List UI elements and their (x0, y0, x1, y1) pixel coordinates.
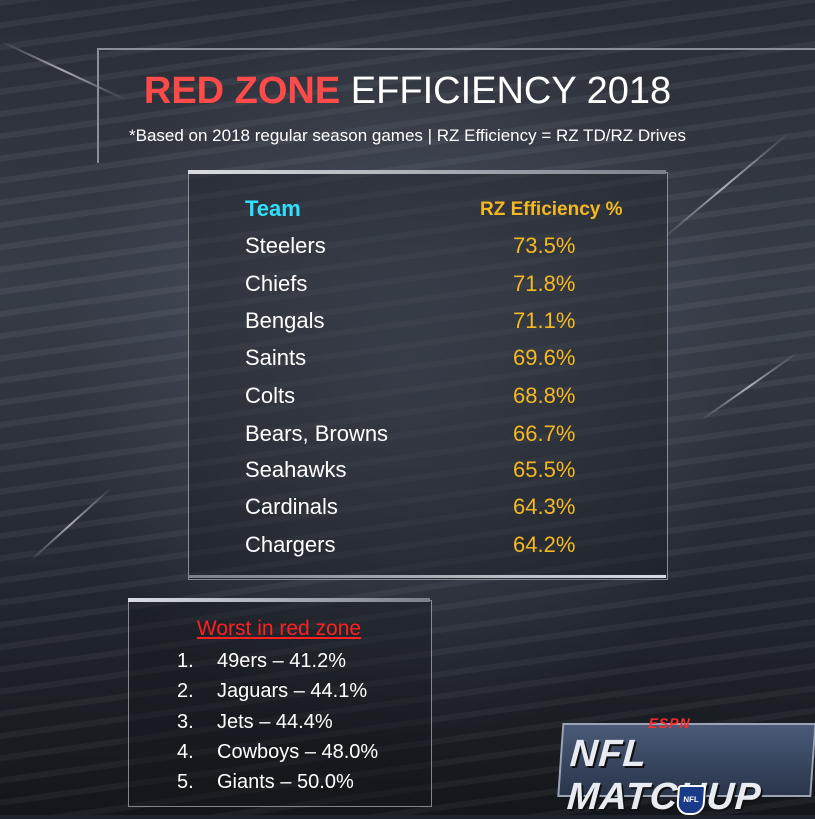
list-item-number: 2. (177, 680, 194, 702)
table-row-team: Chargers (245, 532, 336, 557)
worst-panel (128, 600, 432, 807)
table-row-value: 64.3% (513, 494, 576, 519)
list-item-number: 3. (177, 711, 194, 733)
team-header: Team (245, 196, 301, 221)
list-item-number: 4. (177, 741, 194, 763)
table-row-value: 68.8% (513, 383, 576, 408)
table-row-team: Saints (245, 345, 307, 370)
table-row-value: 73.5% (513, 233, 576, 258)
list-item: Jaguars – 44.1% (217, 680, 368, 702)
table-row-value: 71.1% (513, 308, 576, 333)
efficiency-header: RZ Efficiency % (480, 199, 623, 220)
efficiency-panel (188, 172, 668, 580)
table-row-team: Colts (245, 383, 296, 408)
table-row-value: 71.8% (513, 271, 576, 296)
table-row-team: Bengals (245, 308, 325, 333)
table-row-team: Steelers (245, 233, 326, 258)
panel-edge (188, 575, 666, 578)
table-row-value: 64.2% (513, 532, 576, 557)
table-row-team: Cardinals (245, 494, 338, 519)
table-row-value: 69.6% (513, 345, 576, 370)
list-item: Jets – 44.4% (217, 711, 333, 733)
frame-line (97, 48, 99, 163)
nfl-matchup-logo: ESPN NFL MATCHUP NFL (556, 705, 815, 818)
title-white: EFFICIENCY 2018 (350, 70, 672, 112)
list-item: Giants – 50.0% (217, 771, 354, 793)
table-row-team: Bears, Browns (245, 421, 389, 446)
table-row-team: Seahawks (245, 457, 347, 482)
panel-edge (188, 170, 666, 174)
nfl-shield-icon: NFL (675, 785, 707, 815)
title-red: RED ZONE (143, 70, 341, 112)
list-item: Cowboys – 48.0% (217, 741, 379, 763)
panel-edge (128, 598, 430, 602)
table-row-value: 65.5% (513, 457, 576, 482)
worst-title: Worst in red zone (196, 617, 362, 640)
list-item-number: 5. (177, 771, 194, 793)
list-item: 49ers – 41.2% (217, 650, 346, 672)
frame-line (97, 48, 815, 50)
espn-logo-text: ESPN (647, 715, 692, 731)
table-row-team: Chiefs (245, 271, 308, 296)
subtitle: *Based on 2018 regular season games | RZ… (129, 126, 686, 145)
page-title: RED ZONE EFFICIENCY 2018 (0, 70, 815, 113)
list-item-number: 1. (177, 650, 194, 672)
table-row-value: 66.7% (513, 421, 576, 446)
